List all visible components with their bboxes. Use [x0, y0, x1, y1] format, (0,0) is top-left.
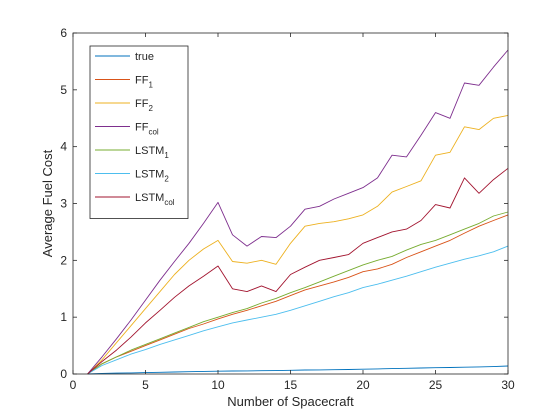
x-tick-label: 20 — [356, 378, 370, 392]
series-line-lstm2 — [87, 245, 509, 375]
legend-entry-subscript: col — [164, 198, 174, 207]
series-line-lstmcol — [87, 167, 509, 375]
legend-entry-main: FF — [135, 122, 149, 134]
x-axis-ticks: 0 5 10 15 20 25 30 — [70, 33, 515, 392]
y-tick-label: 4 — [60, 140, 67, 154]
x-tick-label: 5 — [142, 378, 149, 392]
legend-entry: LSTMcol — [135, 192, 175, 207]
legend-entry-main: LSTM — [135, 145, 164, 157]
y-tick-label: 0 — [60, 367, 67, 381]
legend-entry: LSTM1 — [135, 145, 169, 160]
y-tick-label: 2 — [60, 253, 67, 267]
legend-entry: FF1 — [135, 75, 153, 90]
legend-entry-subscript: 1 — [148, 81, 153, 90]
y-tick-label: 3 — [60, 197, 67, 211]
series-line-lstm1 — [87, 211, 509, 375]
legend-entry-main: LSTM — [135, 192, 164, 204]
legend-entry-subscript: 2 — [164, 175, 169, 184]
x-tick-label: 25 — [429, 378, 443, 392]
series-line-ff2 — [87, 114, 509, 375]
legend-entry-main: FF — [135, 98, 149, 110]
legend-box — [89, 45, 189, 219]
x-tick-label: 0 — [70, 378, 77, 392]
legend-entry: FFcol — [135, 122, 159, 137]
legend-entry: true — [135, 51, 154, 63]
series-layer — [87, 49, 509, 375]
x-axis-label: Number of Spacecraft — [227, 394, 354, 409]
y-tick-label: 1 — [60, 310, 67, 324]
series-line-ffcol — [87, 49, 509, 375]
legend-entry-main: FF — [135, 75, 149, 87]
legend-entry-subscript: 1 — [164, 151, 169, 160]
legend-entry-main: true — [135, 51, 154, 63]
legend-entry-subscript: col — [148, 128, 158, 137]
legend-entry-subscript: 2 — [148, 104, 153, 113]
x-tick-label: 30 — [501, 378, 515, 392]
y-axis-ticks: 0 1 2 3 4 5 6 — [60, 26, 508, 381]
x-tick-label: 15 — [284, 378, 298, 392]
legend-entry-main: LSTM — [135, 169, 164, 181]
x-tick-label: 10 — [211, 378, 225, 392]
y-tick-label: 5 — [60, 83, 67, 97]
y-axis-label: Average Fuel Cost — [40, 149, 55, 257]
legend-entry: LSTM2 — [135, 169, 169, 184]
series-line-ff1 — [87, 214, 509, 375]
y-tick-label: 6 — [60, 26, 67, 40]
series-line-true — [87, 365, 509, 375]
legend-entry: FF2 — [135, 98, 153, 113]
